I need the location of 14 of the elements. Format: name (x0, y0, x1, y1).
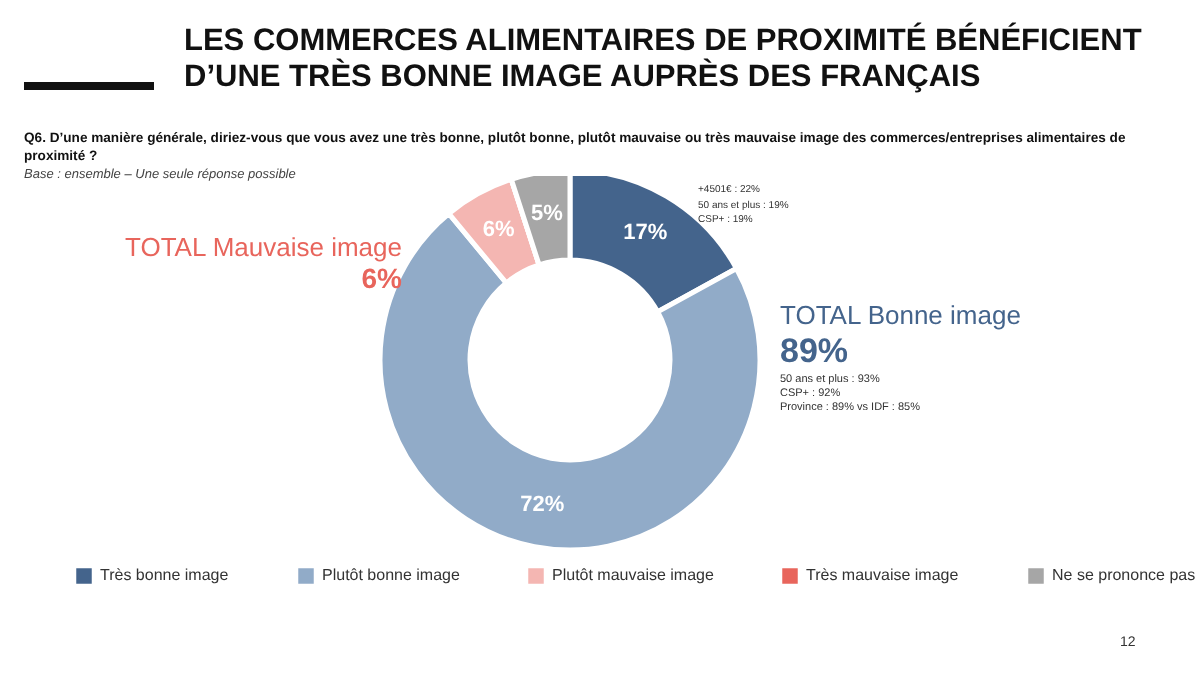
data-label: 5% (530, 201, 564, 226)
legend-label: Plutôt mauvaise image (552, 566, 715, 584)
text: 89% (780, 332, 849, 372)
data-label: 17% (623, 220, 668, 245)
legend-label: Plutôt bonne image (322, 566, 461, 584)
legend-label: Très bonne image (100, 566, 230, 584)
legend-label: Ne se prononce pas (1052, 566, 1196, 584)
data-label: 6% (482, 218, 516, 243)
text: TOTAL Bonne image (780, 300, 1021, 330)
legend-label: Très mauvaise image (806, 566, 960, 584)
text: 6% (361, 262, 402, 294)
text: TOTAL Mauvaise image (125, 232, 402, 262)
data-label: 72% (520, 493, 565, 518)
chart-title: LES COMMERCES ALIMENTAIRES DE PROXIMITÉ BÉNÉFICIENT D’UNE TRÈS BONNE IMAGE AUPRÈS DES FRANÇAIS (184, 24, 1144, 96)
